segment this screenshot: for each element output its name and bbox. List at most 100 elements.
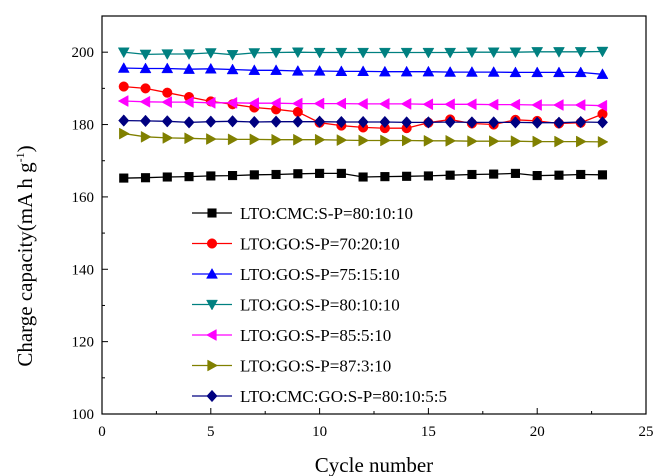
data-point-triangle-up [313,64,326,76]
data-point-square [249,170,259,180]
data-point-triangle-left [444,98,455,111]
data-point-square [184,172,194,182]
data-point-triangle-right [119,127,130,140]
series-layer [117,46,609,183]
data-point-triangle-left [422,98,434,111]
data-point-triangle-down [422,47,435,59]
data-point-triangle-left [291,97,303,110]
data-point-triangle-left [161,96,172,109]
data-point-triangle-up [226,63,239,75]
data-point-triangle-up [117,62,130,73]
y-axis: 100 120 140 160 180 200 [72,15,108,423]
data-point-diamond [422,116,434,129]
data-point-circle [118,81,129,92]
data-point-triangle-left [487,98,499,111]
data-point-triangle-left [139,95,151,108]
data-point-circle [206,238,218,249]
x-tick-label: 15 [421,424,436,440]
y-axis-title-main: Charge capacity(mA h g [13,162,37,367]
data-point-triangle-right [140,130,152,143]
data-point-diamond [335,115,347,129]
data-point-triangle-up [400,65,413,77]
data-point-triangle-up [509,66,522,78]
data-point-triangle-right [532,135,544,148]
data-point-triangle-right [314,133,326,146]
data-point-triangle-right [184,132,196,145]
data-point-diamond [206,389,218,403]
data-point-triangle-down [270,47,283,59]
data-point-triangle-up [139,62,152,74]
data-point-diamond [509,116,521,129]
data-point-triangle-left [400,97,412,110]
data-point-triangle-down [465,47,478,59]
data-point-triangle-up [444,66,457,77]
data-point-triangle-up [553,66,565,78]
data-point-square [554,170,564,180]
data-point-triangle-up [422,65,435,77]
data-point-triangle-left [596,99,608,112]
data-point-triangle-down [206,299,218,311]
x-axis: 0 5 10 15 20 25 [98,408,654,440]
data-point-square [402,171,412,181]
data-point-triangle-right [358,134,370,147]
x-tick-label: 5 [207,424,215,440]
data-point-triangle-right [489,135,500,148]
data-point-triangle-left [226,96,238,109]
legend-label: LTO:GO:S-P=70:20:10 [240,235,400,254]
data-point-square [445,170,455,180]
data-point-triangle-down [161,49,174,61]
data-point-triangle-up [291,64,304,76]
data-point-triangle-up [204,62,217,74]
data-point-square [597,170,608,180]
series-3 [117,62,609,79]
data-point-diamond [227,115,239,128]
data-point-triangle-right [467,135,478,148]
legend-item: LTO:GO:S-P=87:3:10 [192,357,391,376]
data-point-triangle-down [226,50,239,61]
legend-label: LTO:GO:S-P=80:10:10 [240,296,400,315]
data-point-triangle-right [554,135,565,148]
legend-item: LTO:CMC:S-P=80:10:10 [192,204,413,223]
y-axis-title-close: ) [13,145,37,152]
data-point-square [532,171,542,181]
data-point-triangle-up [357,65,370,77]
series-1 [119,168,608,183]
x-axis-title: Cycle number [315,453,433,476]
data-point-square [315,168,325,178]
data-point-square [162,172,172,182]
data-point-triangle-up [248,64,261,75]
data-point-triangle-right [380,134,391,147]
data-point-triangle-left [465,98,477,111]
data-point-triangle-down [574,47,587,58]
legend-item: LTO:GO:S-P=75:15:10 [192,265,400,284]
data-point-triangle-right [510,135,522,148]
x-tick-label: 25 [639,424,654,440]
data-point-triangle-left [509,98,521,111]
y-tick-label: 180 [72,118,95,134]
data-point-triangle-down [487,47,500,59]
data-point-diamond [466,116,478,129]
data-point-triangle-left [313,97,325,110]
data-point-triangle-down [117,47,130,59]
data-point-diamond [270,115,282,128]
data-point-square [576,169,586,180]
data-point-square [380,172,390,182]
data-point-diamond [444,115,456,129]
series-7 [118,114,609,129]
data-point-diamond [553,116,565,129]
data-point-triangle-down [444,47,457,59]
data-point-circle [140,83,151,94]
data-point-triangle-left [204,96,216,109]
data-point-diamond [357,115,369,129]
data-point-triangle-down [139,49,152,61]
series-5 [117,95,608,112]
data-point-triangle-up [465,66,478,77]
data-point-diamond [183,116,195,129]
data-point-triangle-right [597,135,609,148]
legend-item: LTO:GO:S-P=70:20:10 [192,235,400,254]
data-point-triangle-down [183,49,195,61]
legend-item: LTO:GO:S-P=80:10:10 [192,296,400,315]
data-point-triangle-up [531,66,544,78]
data-point-triangle-up [378,65,391,77]
